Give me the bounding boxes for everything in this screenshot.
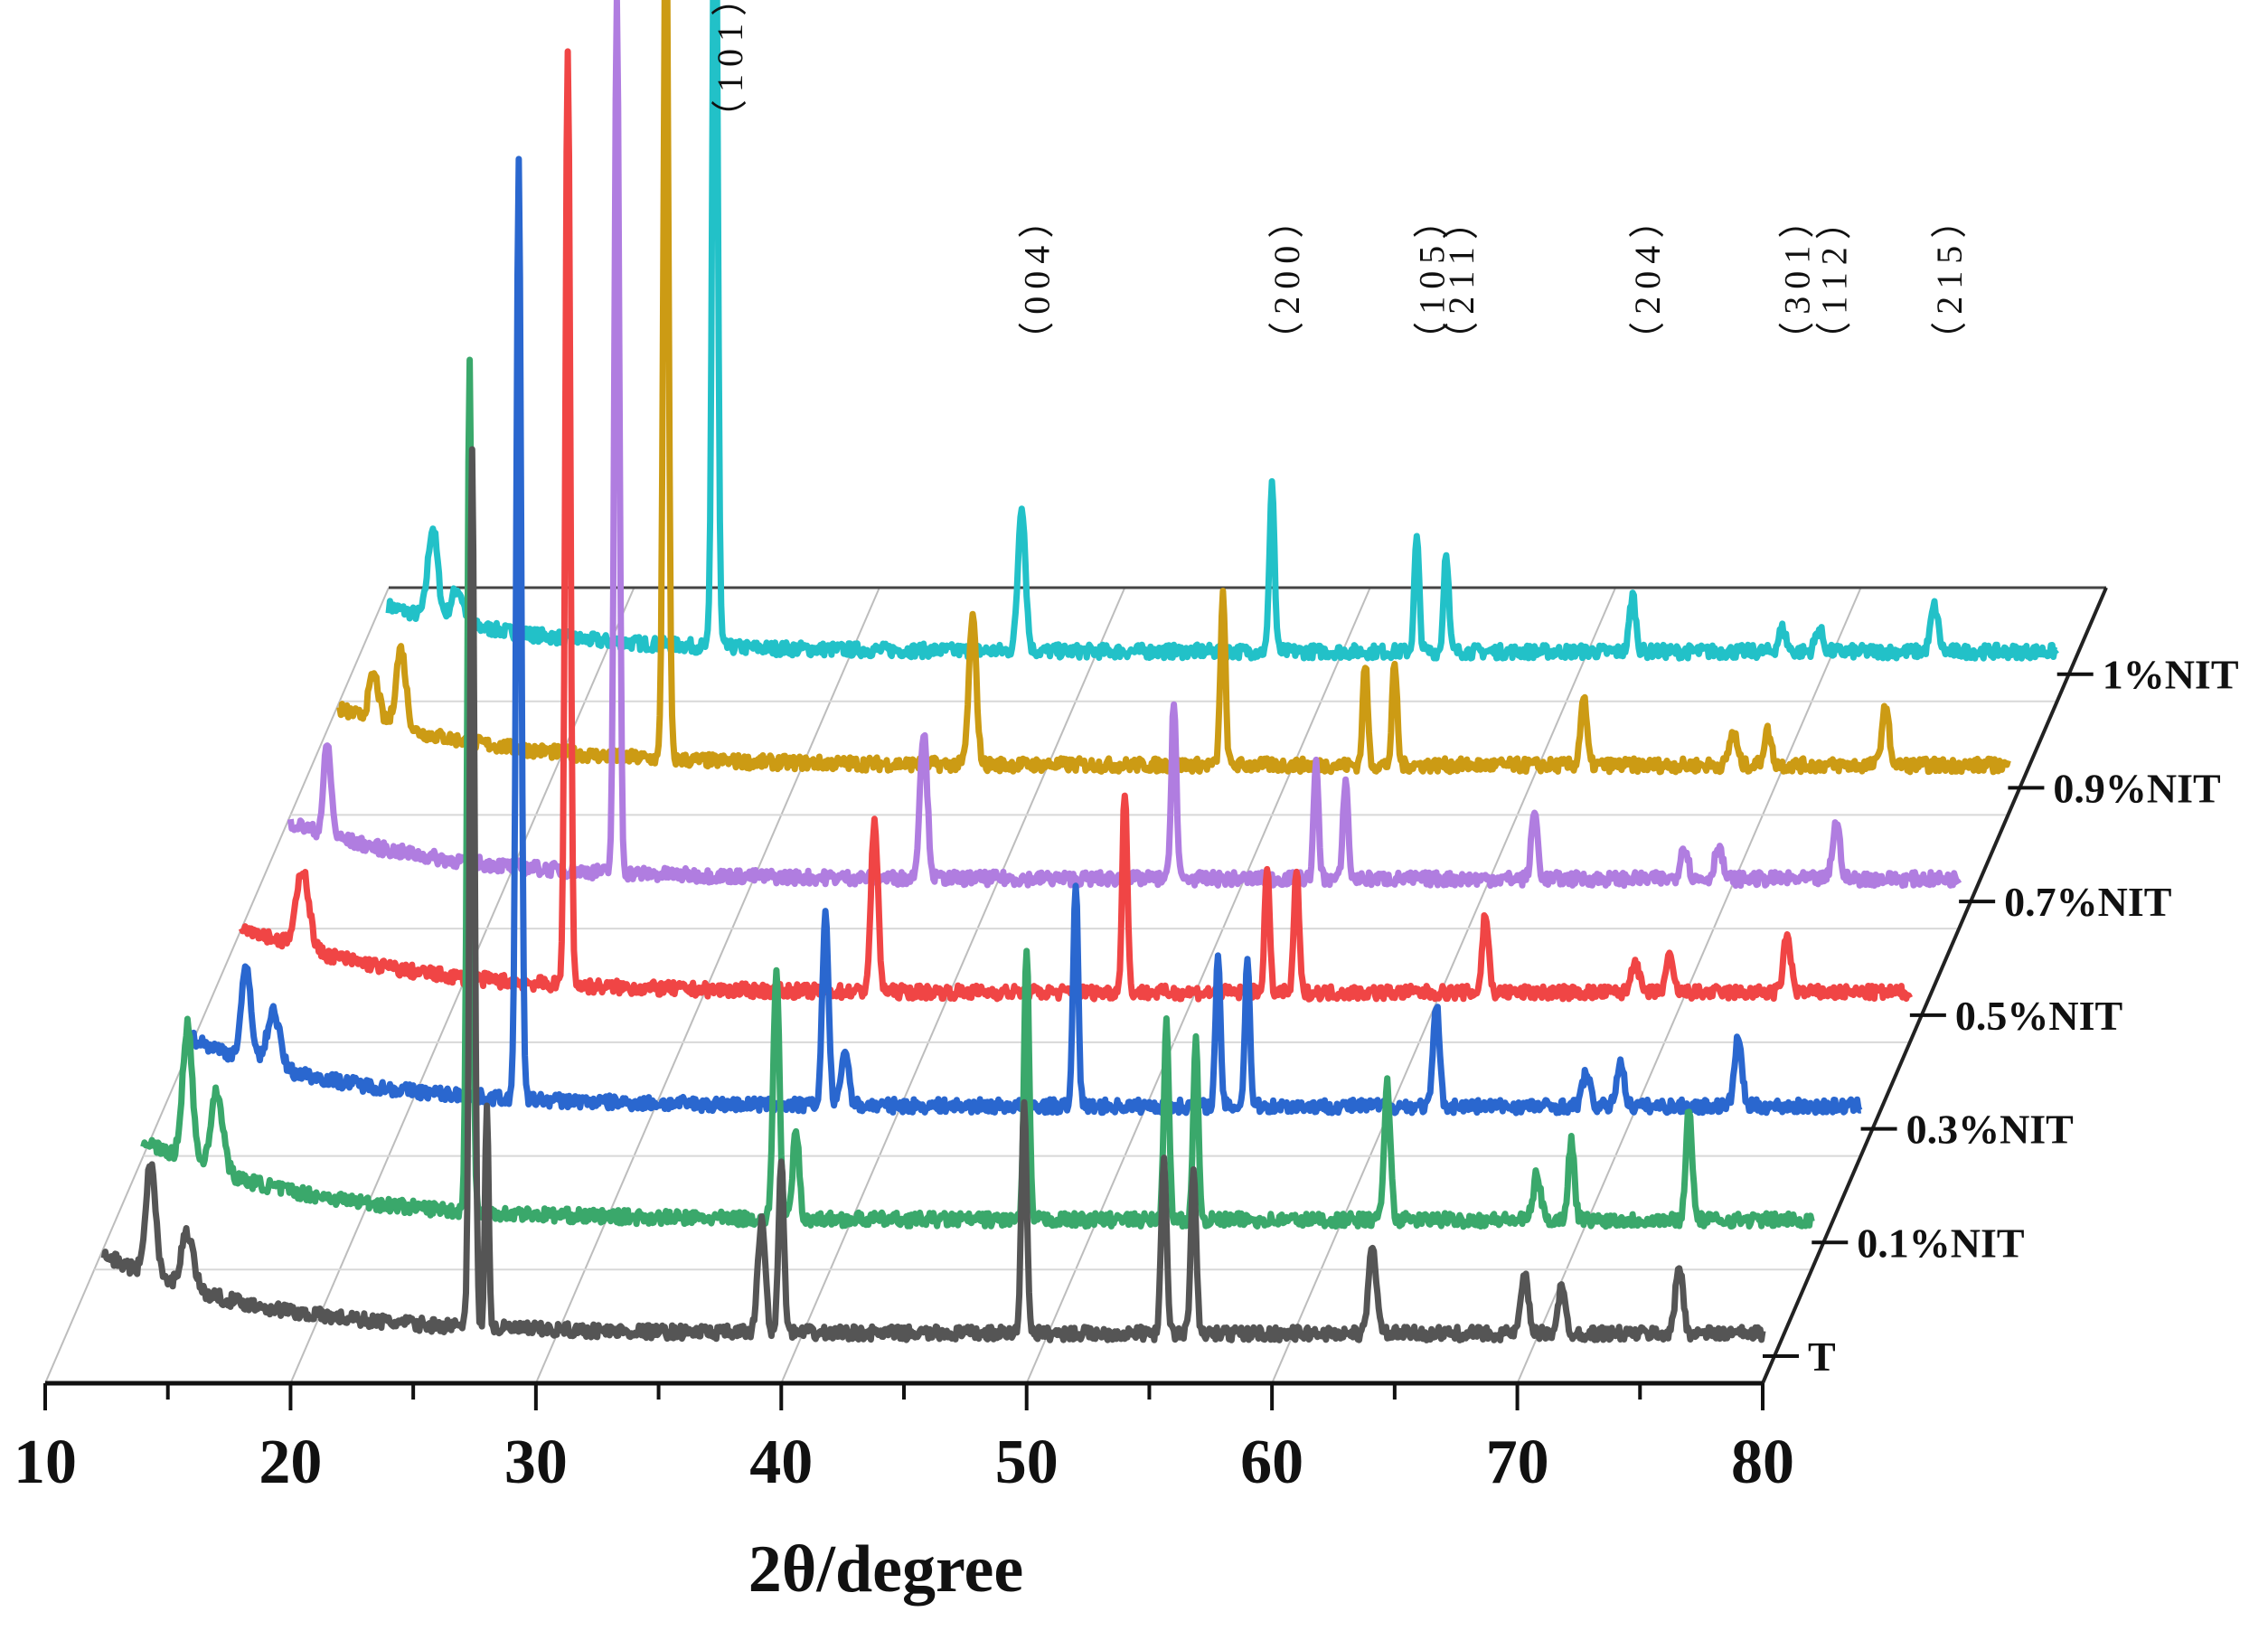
miller-index-label: （105） [1411,195,1452,358]
series-label: 0.1%NIT [1857,1220,2024,1266]
miller-index-label: （112） [1813,196,1854,358]
series-label: 0.5%NIT [1955,993,2122,1039]
x-tick-label: 80 [1731,1428,1794,1497]
miller-index-label: （301） [1777,195,1818,358]
x-axis-title: 2θ/degree [748,1532,1023,1607]
x-tick-label: 30 [504,1428,568,1497]
x-tick-label: 60 [1240,1428,1303,1497]
x-tick-label: 10 [14,1428,77,1497]
miller-index-label: （200） [1266,195,1307,358]
miller-index-label: （204） [1627,195,1668,358]
labels-group: 1%NIT 0.9%NIT 0.7%NIT 0.5%NIT 0.3%NIT 0.1%NIT… [710,0,2239,1380]
series-line [140,356,1815,1230]
x-tick-label: 70 [1486,1428,1549,1497]
x-tick-label: 50 [995,1428,1059,1497]
grid-line [780,587,1126,1384]
series-line [238,48,1914,1003]
x-tick-label: 20 [259,1428,322,1497]
series-group [100,0,2059,1343]
miller-index-label: （101） [710,0,750,136]
series-label: T [1808,1334,1836,1380]
series-label: 1%NIT [2103,652,2239,698]
series-label: 0.3%NIT [1906,1107,2074,1153]
x-tick-label: 40 [749,1428,813,1497]
miller-index-label: （215） [1929,195,1970,358]
miller-index-label: （211） [1441,196,1482,358]
series-label: 0.7%NIT [2004,879,2171,925]
depth-axis [1761,587,2108,1384]
series-label: 0.9%NIT [2053,765,2220,811]
series-line [100,446,1766,1343]
miller-index-label: （004） [1016,195,1057,358]
grid-line [44,587,390,1384]
x-axis: 10 20 30 40 50 60 70 80 [14,587,2108,1497]
